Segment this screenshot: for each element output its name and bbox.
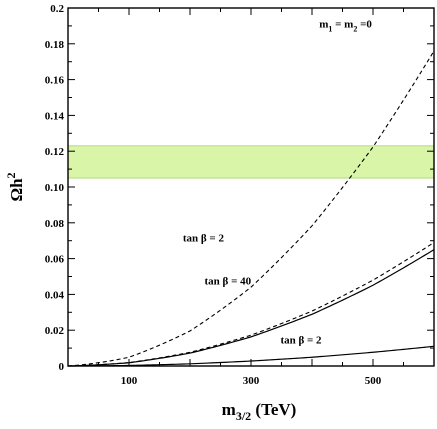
- y-tick-label: 0.18: [45, 39, 65, 51]
- series-line-2-dashed: [67, 242, 435, 367]
- y-tick-label: 0.10: [45, 182, 65, 194]
- y-axis-title-superscript: 2: [4, 172, 18, 178]
- axes-layer: [67, 7, 435, 367]
- y-tick-label: 0.08: [45, 218, 65, 230]
- y-tick-label: 0.14: [45, 110, 65, 122]
- x-tick-label: 500: [365, 375, 382, 387]
- annotation-text-part: m: [319, 19, 328, 31]
- y-tick-label: 0.12: [45, 146, 65, 158]
- series-layer: [67, 50, 435, 367]
- y-tick-label: 0.02: [45, 325, 65, 337]
- x-axis-title-subscript: 3/2: [236, 409, 251, 423]
- plot-frame: [67, 7, 435, 367]
- annotation-1: m1 = m2 =0: [319, 19, 372, 34]
- annotation-subscript: 1: [328, 25, 332, 34]
- y-tick-label: 0.06: [45, 254, 65, 266]
- x-axis-title: m3/2 (TeV): [222, 400, 297, 423]
- relic-density-band-layer: [67, 145, 435, 179]
- annotation-3: tan β = 40: [205, 276, 252, 288]
- y-axis-title: Ωh2: [4, 172, 26, 201]
- x-axis-title-main: m: [222, 400, 236, 419]
- annotation-2: tan β = 2: [183, 233, 225, 245]
- y-tick-label: 0.04: [45, 289, 65, 301]
- annotation-text-part: =0: [357, 19, 372, 31]
- y-tick-label: 0: [59, 361, 65, 373]
- labels-layer: 0 0.02 0.04 0.06 0.08 0.10 0.12 0.14 0.16 0.18 0.2…: [4, 3, 382, 423]
- y-tick-label: 0.16: [45, 75, 65, 87]
- y-axis-title-main: Ωh: [7, 178, 26, 202]
- annotation-text-part: = m: [332, 19, 353, 31]
- annotation-subscript: 2: [353, 25, 357, 34]
- x-tick-label: 300: [243, 375, 260, 387]
- x-tick-label: 100: [121, 375, 138, 387]
- relic-density-band: [67, 145, 435, 179]
- series-line-1-dashed: [67, 50, 435, 367]
- y-tick-label: 0.2: [50, 3, 64, 15]
- annotation-4: tan β = 2: [280, 335, 322, 347]
- x-axis-title-unit: (TeV): [251, 400, 296, 419]
- series-line-3-solid: [67, 249, 435, 367]
